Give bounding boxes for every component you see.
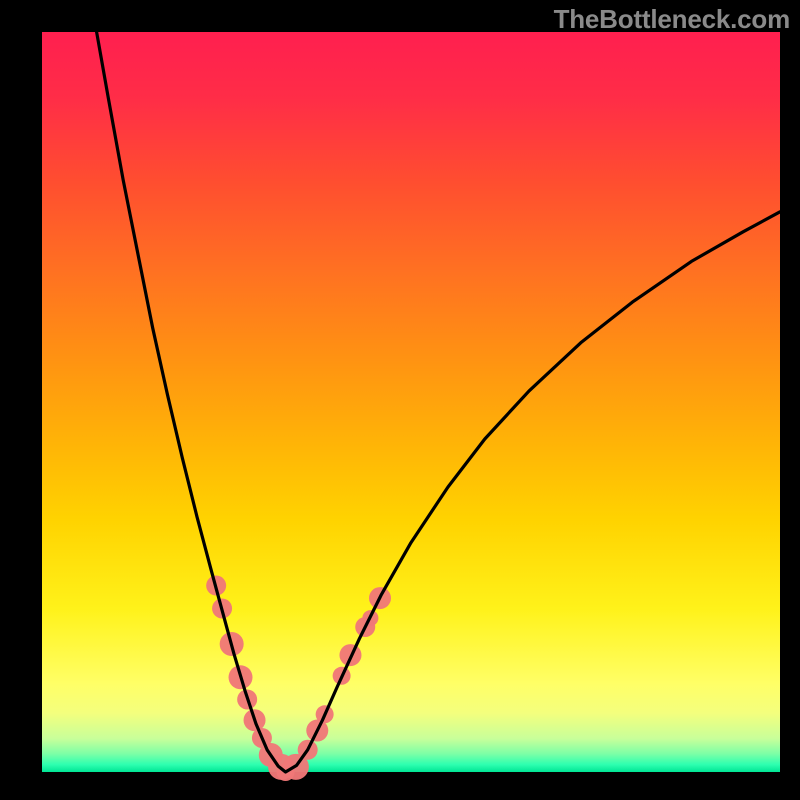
chart-canvas: TheBottleneck.com (0, 0, 800, 800)
bottleneck-chart (0, 0, 800, 800)
watermark-text: TheBottleneck.com (554, 4, 790, 35)
chart-inner-bg (42, 32, 780, 772)
